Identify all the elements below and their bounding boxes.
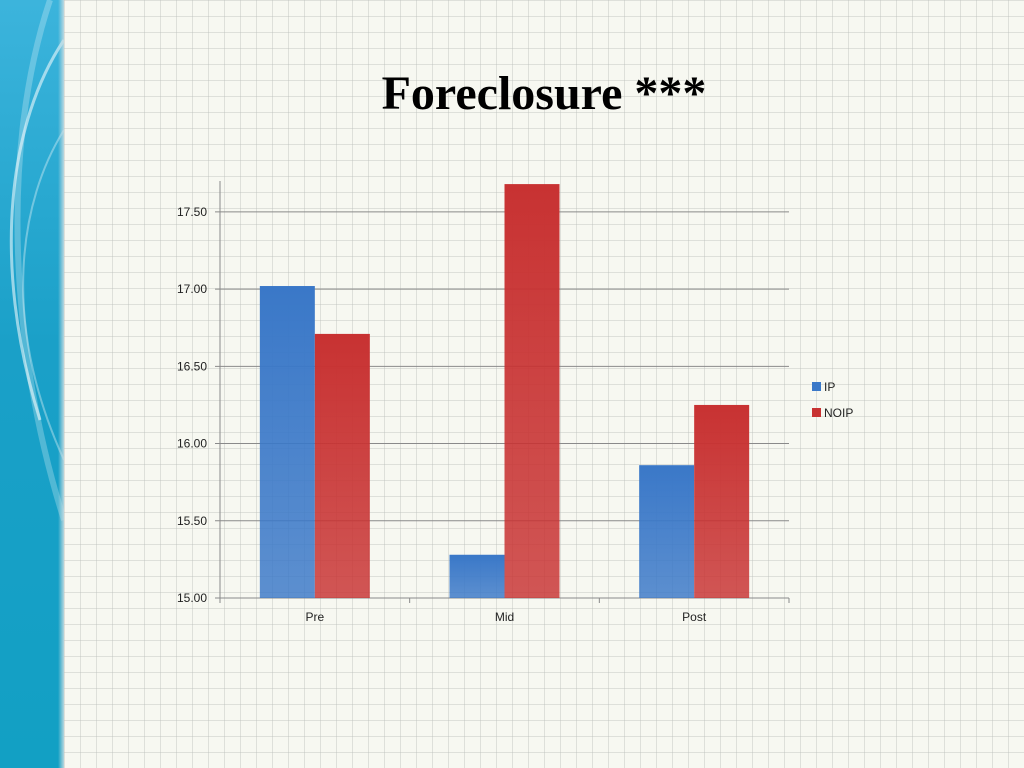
bar-noip-pre [314, 333, 370, 598]
swirl-decoration-icon [9, 0, 64, 521]
legend-label-noip: NOIP [824, 406, 853, 420]
legend-swatch-ip [812, 382, 821, 391]
y-tick-label: 16.00 [177, 437, 207, 451]
bar-ip-mid [449, 554, 505, 598]
bar-noip-post [694, 404, 750, 598]
x-tick-label: Pre [305, 610, 324, 624]
legend-label-ip: IP [824, 380, 835, 394]
y-tick-label: 15.00 [177, 591, 207, 605]
side-decoration-band [0, 0, 64, 768]
y-tick-label: 15.50 [177, 514, 207, 528]
y-tick-label: 17.00 [177, 282, 207, 296]
y-tick-label: 17.50 [177, 205, 207, 219]
slide-title: Foreclosure *** [381, 67, 707, 120]
x-tick-label: Post [682, 610, 707, 624]
x-tick-label: Mid [495, 610, 514, 624]
y-tick-label: 16.50 [177, 359, 207, 373]
bar-noip-mid [504, 184, 560, 599]
bar-ip-post [639, 465, 695, 598]
legend-swatch-noip [812, 408, 821, 417]
bar-ip-pre [259, 286, 315, 598]
